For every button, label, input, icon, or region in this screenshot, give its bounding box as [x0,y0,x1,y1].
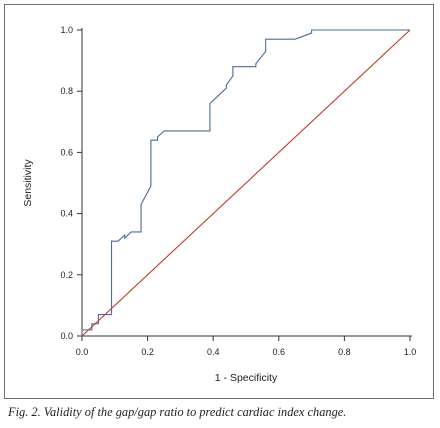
x-tick-label: 0.8 [338,347,351,357]
x-tick-label: 0.4 [207,347,220,357]
reference-diagonal-line [81,29,411,337]
y-tick-label: 0.6 [60,147,73,157]
figure-caption: Fig. 2. Validity of the gap/gap ratio to… [8,405,347,419]
x-tick-label: 0.2 [141,347,154,357]
x-tick-label: 1.0 [404,347,417,357]
x-tick-label: 0.6 [273,347,286,357]
y-tick-label: 0.2 [60,270,73,280]
x-axis-title: 1 - Specificity [215,372,278,384]
y-axis-title: Sensitivity [22,159,34,207]
figure-frame: 0.0 0.2 0.4 0.6 0.8 1.0 0.0 0.2 0.4 0.6 0.8 1.0 1 - … [4,4,434,399]
y-tick-label: 1.0 [60,25,73,35]
x-tick-label: 0.0 [76,347,89,357]
roc-chart: 0.0 0.2 0.4 0.6 0.8 1.0 0.0 0.2 0.4 0.6 0.8 1.0 1 - … [22,25,417,384]
y-tick-label: 0.4 [60,209,73,219]
y-tick-label: 0.8 [60,86,73,96]
y-tick-label: 0.0 [60,331,73,341]
